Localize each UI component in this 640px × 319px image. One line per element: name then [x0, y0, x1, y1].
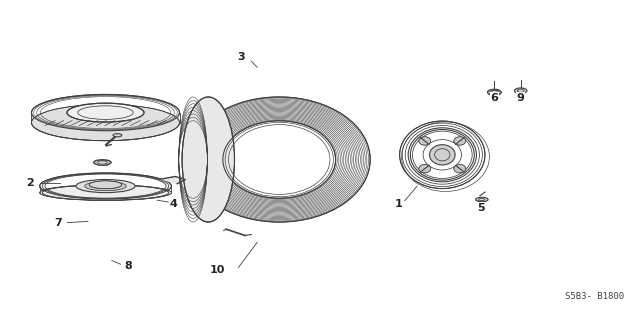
Text: 1: 1: [395, 199, 403, 209]
Ellipse shape: [84, 182, 126, 191]
Ellipse shape: [67, 103, 144, 122]
Ellipse shape: [42, 185, 169, 200]
Text: 9: 9: [516, 93, 525, 103]
Polygon shape: [161, 176, 186, 184]
Text: 2: 2: [26, 178, 34, 188]
Ellipse shape: [419, 137, 431, 145]
Ellipse shape: [89, 181, 122, 189]
Ellipse shape: [454, 137, 466, 145]
Ellipse shape: [182, 97, 234, 222]
Text: 3: 3: [237, 52, 244, 62]
Ellipse shape: [454, 164, 466, 173]
Text: S5B3- B1800: S5B3- B1800: [565, 292, 624, 301]
Ellipse shape: [31, 94, 179, 131]
Ellipse shape: [93, 160, 111, 165]
Ellipse shape: [429, 145, 455, 165]
Ellipse shape: [31, 104, 179, 141]
Text: 10: 10: [210, 265, 225, 276]
Ellipse shape: [76, 180, 135, 193]
Ellipse shape: [515, 88, 527, 93]
Ellipse shape: [419, 164, 431, 173]
Ellipse shape: [113, 134, 122, 137]
Text: 5: 5: [477, 203, 485, 213]
Polygon shape: [31, 113, 179, 141]
Ellipse shape: [40, 185, 172, 201]
Text: 8: 8: [124, 261, 132, 271]
Ellipse shape: [476, 197, 488, 202]
Text: 6: 6: [490, 93, 499, 103]
Ellipse shape: [488, 89, 501, 95]
Text: 7: 7: [54, 218, 61, 228]
Ellipse shape: [188, 97, 370, 222]
Ellipse shape: [399, 121, 485, 189]
Text: 4: 4: [170, 199, 178, 209]
Ellipse shape: [40, 173, 172, 199]
